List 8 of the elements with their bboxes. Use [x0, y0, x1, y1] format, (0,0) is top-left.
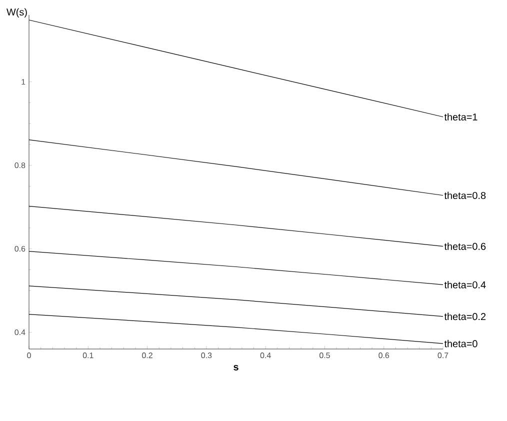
y-axis-title: W(s)	[6, 8, 27, 18]
series-label: theta=0.2	[444, 312, 486, 320]
x-axis-title: s	[234, 364, 238, 370]
series-label: theta=0.6	[444, 242, 486, 250]
series-label: theta=1	[444, 113, 478, 121]
series-label: theta=0.4	[444, 281, 486, 288]
series-label: theta=0	[444, 340, 478, 348]
series-label: theta=0.8	[444, 192, 486, 200]
